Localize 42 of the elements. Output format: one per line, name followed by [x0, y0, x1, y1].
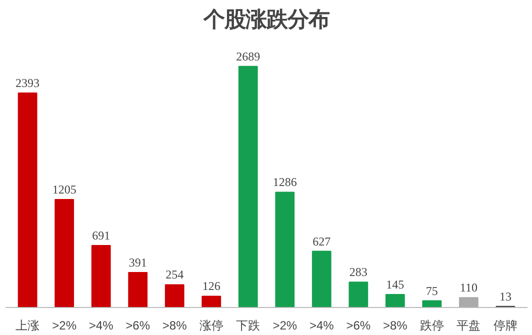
data-label: 1205 [52, 182, 76, 196]
x-tick-label: >8% [382, 318, 408, 332]
data-label: 691 [92, 228, 110, 243]
data-label: 126 [202, 279, 220, 294]
bar [18, 92, 38, 308]
x-tick-label: 跌停 [420, 318, 444, 332]
x-tick-label: 平盘 [456, 318, 481, 332]
bar [128, 272, 148, 308]
x-tick-label: >4% [88, 318, 114, 332]
data-label: 391 [128, 255, 147, 270]
data-label: 2689 [236, 49, 260, 64]
x-tick-label: 涨停 [199, 318, 224, 332]
data-label: 145 [386, 278, 404, 292]
bar [312, 250, 332, 308]
bar [348, 282, 368, 308]
x-tick-label: >8% [162, 318, 188, 332]
data-label: 254 [166, 268, 184, 282]
x-tick-label: 下跌 [236, 318, 260, 332]
x-tick-label: >4% [309, 318, 334, 332]
data-label: 627 [312, 234, 331, 248]
data-label: 13 [499, 289, 512, 304]
x-tick-label: 停牌 [493, 318, 518, 332]
bar [385, 294, 405, 308]
x-tick-label: >2% [272, 318, 298, 332]
bar [202, 296, 222, 308]
data-label: 75 [426, 284, 438, 298]
x-tick-label: 上涨 [16, 318, 40, 332]
bar [422, 300, 442, 308]
x-tick-label: >6% [126, 318, 150, 332]
data-label: 2393 [16, 76, 40, 90]
bar [238, 66, 258, 308]
x-tick-label: >6% [346, 318, 371, 332]
data-label: 283 [349, 265, 368, 280]
bar [54, 198, 74, 308]
bar [164, 284, 184, 308]
x-tick-label: >2% [52, 318, 77, 332]
data-label: 110 [460, 280, 478, 295]
chart-title: 个股涨跌分布 [202, 8, 330, 32]
data-label: 1286 [272, 175, 297, 190]
bar [458, 297, 478, 308]
bar [91, 245, 111, 308]
bar [275, 192, 295, 308]
